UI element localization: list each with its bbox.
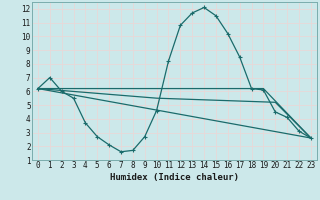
X-axis label: Humidex (Indice chaleur): Humidex (Indice chaleur) <box>110 173 239 182</box>
